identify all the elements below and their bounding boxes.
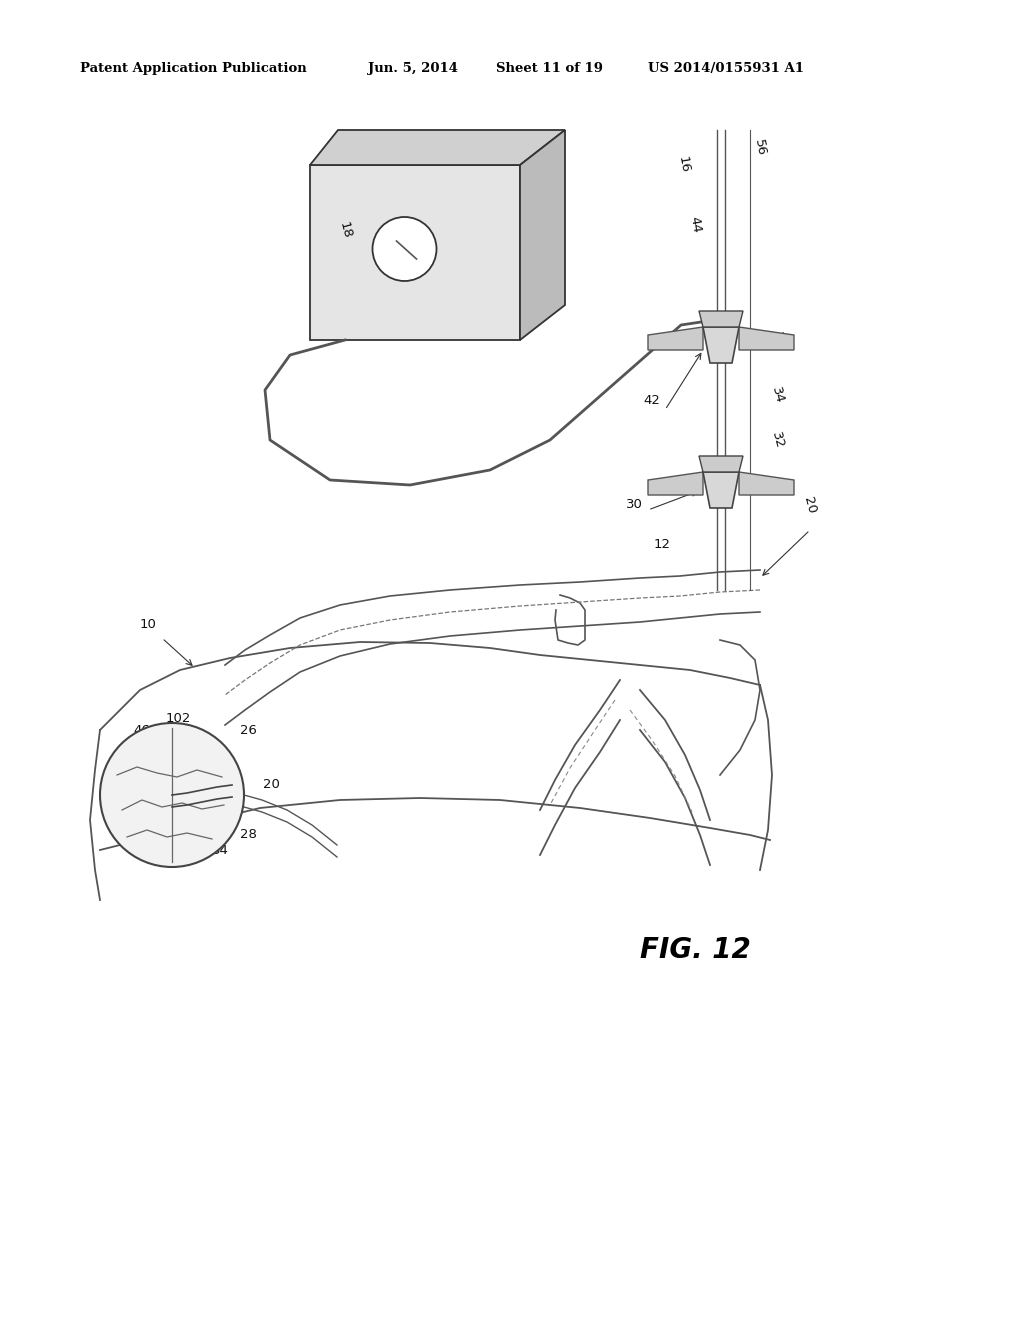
Text: Patent Application Publication: Patent Application Publication [80,62,307,75]
Text: 102: 102 [165,711,190,725]
Text: Jun. 5, 2014: Jun. 5, 2014 [368,62,458,75]
Text: 16: 16 [130,801,146,814]
Text: 34: 34 [212,843,228,857]
Text: Sheet 11 of 19: Sheet 11 of 19 [496,62,603,75]
Text: FIG. 12: FIG. 12 [640,936,751,964]
Text: 14: 14 [770,330,786,350]
Text: 26: 26 [240,723,256,737]
Polygon shape [520,129,565,341]
Text: 34: 34 [770,385,786,405]
Text: 100: 100 [160,824,184,837]
Polygon shape [310,129,565,165]
Text: 46: 46 [133,723,151,737]
Polygon shape [648,327,703,350]
Polygon shape [703,327,739,363]
Text: 20: 20 [802,495,818,515]
Polygon shape [699,455,743,473]
Text: 28: 28 [240,829,256,842]
Text: 30: 30 [626,499,642,511]
FancyBboxPatch shape [310,165,520,341]
Polygon shape [699,312,743,327]
Polygon shape [739,327,794,350]
Text: 42: 42 [643,393,660,407]
Text: 20: 20 [262,779,280,792]
Text: 18: 18 [337,220,353,240]
Text: US 2014/0155931 A1: US 2014/0155931 A1 [648,62,804,75]
Circle shape [100,723,244,867]
Text: 12: 12 [653,537,671,550]
Text: 16: 16 [675,156,691,174]
Text: 10: 10 [139,619,157,631]
Polygon shape [703,473,739,508]
Circle shape [373,216,436,281]
Text: 56: 56 [753,139,768,157]
Text: 32: 32 [769,430,786,450]
Polygon shape [739,473,794,495]
Polygon shape [648,473,703,495]
Text: 44: 44 [687,215,702,235]
